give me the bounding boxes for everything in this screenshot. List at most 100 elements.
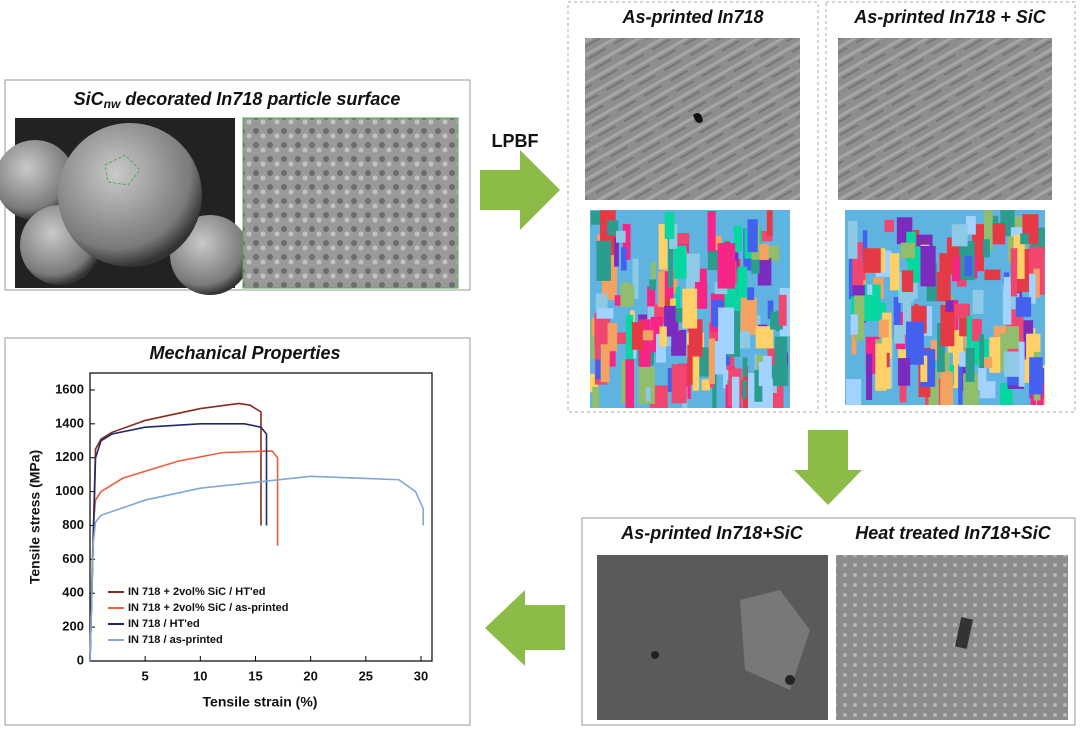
grain — [848, 221, 858, 259]
grain — [712, 374, 717, 408]
grain — [958, 364, 963, 405]
grain — [766, 245, 780, 261]
grain — [959, 303, 970, 337]
grain — [897, 358, 911, 386]
panel-title: As-printed In718+SiC — [620, 523, 804, 543]
grain — [1013, 234, 1025, 279]
particle — [0, 140, 75, 220]
legend-label: IN 718 + 2vol% SiC / HT'ed — [128, 586, 265, 598]
grain — [621, 247, 627, 271]
panel-title: As-printed In718 + SiC — [853, 7, 1047, 27]
grain — [852, 250, 864, 291]
sem-image — [585, 38, 800, 200]
particle — [58, 123, 202, 267]
stress-strain-curve — [89, 402, 262, 662]
grain — [590, 373, 599, 393]
grain — [880, 302, 886, 314]
grain — [965, 216, 976, 235]
grain — [614, 237, 619, 267]
grain — [687, 344, 697, 385]
y-tick-label: 1000 — [55, 483, 84, 498]
grain — [590, 319, 598, 360]
grain — [758, 361, 769, 387]
legend-label: IN 718 + 2vol% SiC / as-printed — [128, 602, 288, 614]
grain — [906, 321, 924, 365]
grain — [668, 237, 674, 288]
grain — [992, 223, 1006, 245]
grain — [979, 334, 985, 376]
grain — [766, 210, 773, 237]
pore — [785, 675, 795, 685]
sem-image — [242, 117, 459, 289]
x-tick-label: 30 — [414, 668, 428, 683]
grain — [1003, 351, 1020, 377]
grain — [772, 379, 777, 394]
grain — [1015, 297, 1032, 317]
grain — [774, 336, 788, 379]
grain — [622, 223, 631, 260]
grain — [718, 307, 735, 355]
arrow — [480, 150, 560, 230]
grain — [965, 347, 975, 382]
grain — [625, 359, 635, 408]
panel-title: SiCnw decorated In718 particle surface — [74, 89, 401, 111]
grain — [751, 258, 760, 274]
grain — [740, 297, 757, 336]
grain — [920, 355, 928, 382]
grain — [595, 293, 608, 310]
grain — [972, 224, 984, 272]
grain — [989, 337, 1001, 373]
y-axis-label: Tensile stress (MPa) — [27, 450, 43, 584]
grain — [658, 224, 668, 270]
grain — [632, 258, 639, 299]
grain — [959, 352, 966, 367]
grain — [878, 319, 889, 338]
grain — [978, 357, 993, 368]
x-tick-label: 10 — [193, 668, 207, 683]
y-tick-label: 1400 — [55, 415, 84, 430]
grain — [673, 245, 687, 279]
grain — [682, 288, 698, 329]
grain — [889, 253, 900, 291]
grain — [747, 219, 758, 253]
grain — [725, 350, 731, 366]
grain — [893, 324, 905, 344]
grain — [645, 387, 651, 402]
arrow — [794, 430, 862, 505]
grain — [939, 253, 954, 275]
grain — [615, 332, 632, 344]
grain — [607, 322, 618, 352]
grain — [761, 231, 773, 242]
sem-image — [836, 555, 1068, 720]
grain — [692, 348, 700, 391]
grain — [650, 261, 656, 287]
y-tick-label: 1200 — [55, 449, 84, 464]
grain — [711, 299, 724, 327]
grain — [984, 269, 1001, 281]
grain — [659, 326, 667, 347]
grain — [912, 229, 920, 250]
grain — [592, 386, 600, 408]
grain — [656, 334, 666, 363]
grain — [1010, 248, 1018, 297]
particle — [170, 215, 250, 295]
x-tick-label: 5 — [142, 668, 149, 683]
chart-title: Mechanical Properties — [149, 343, 340, 363]
grain — [900, 242, 916, 259]
grain — [854, 291, 865, 341]
y-tick-label: 600 — [62, 551, 84, 566]
grain — [1029, 273, 1036, 304]
grain — [951, 224, 968, 247]
grain — [694, 281, 708, 309]
grain — [595, 359, 601, 380]
grain — [723, 369, 730, 389]
panel-title: As-printed In718 — [621, 7, 763, 27]
grain — [607, 220, 619, 236]
y-tick-label: 200 — [62, 619, 84, 634]
y-tick-label: 400 — [62, 585, 84, 600]
grain — [590, 211, 601, 225]
grain — [649, 279, 656, 290]
grain — [626, 314, 634, 361]
chart: 5 10 15 20 25 30 0 200 400 600 800 1000 1200 1400 1600… — [55, 372, 433, 683]
